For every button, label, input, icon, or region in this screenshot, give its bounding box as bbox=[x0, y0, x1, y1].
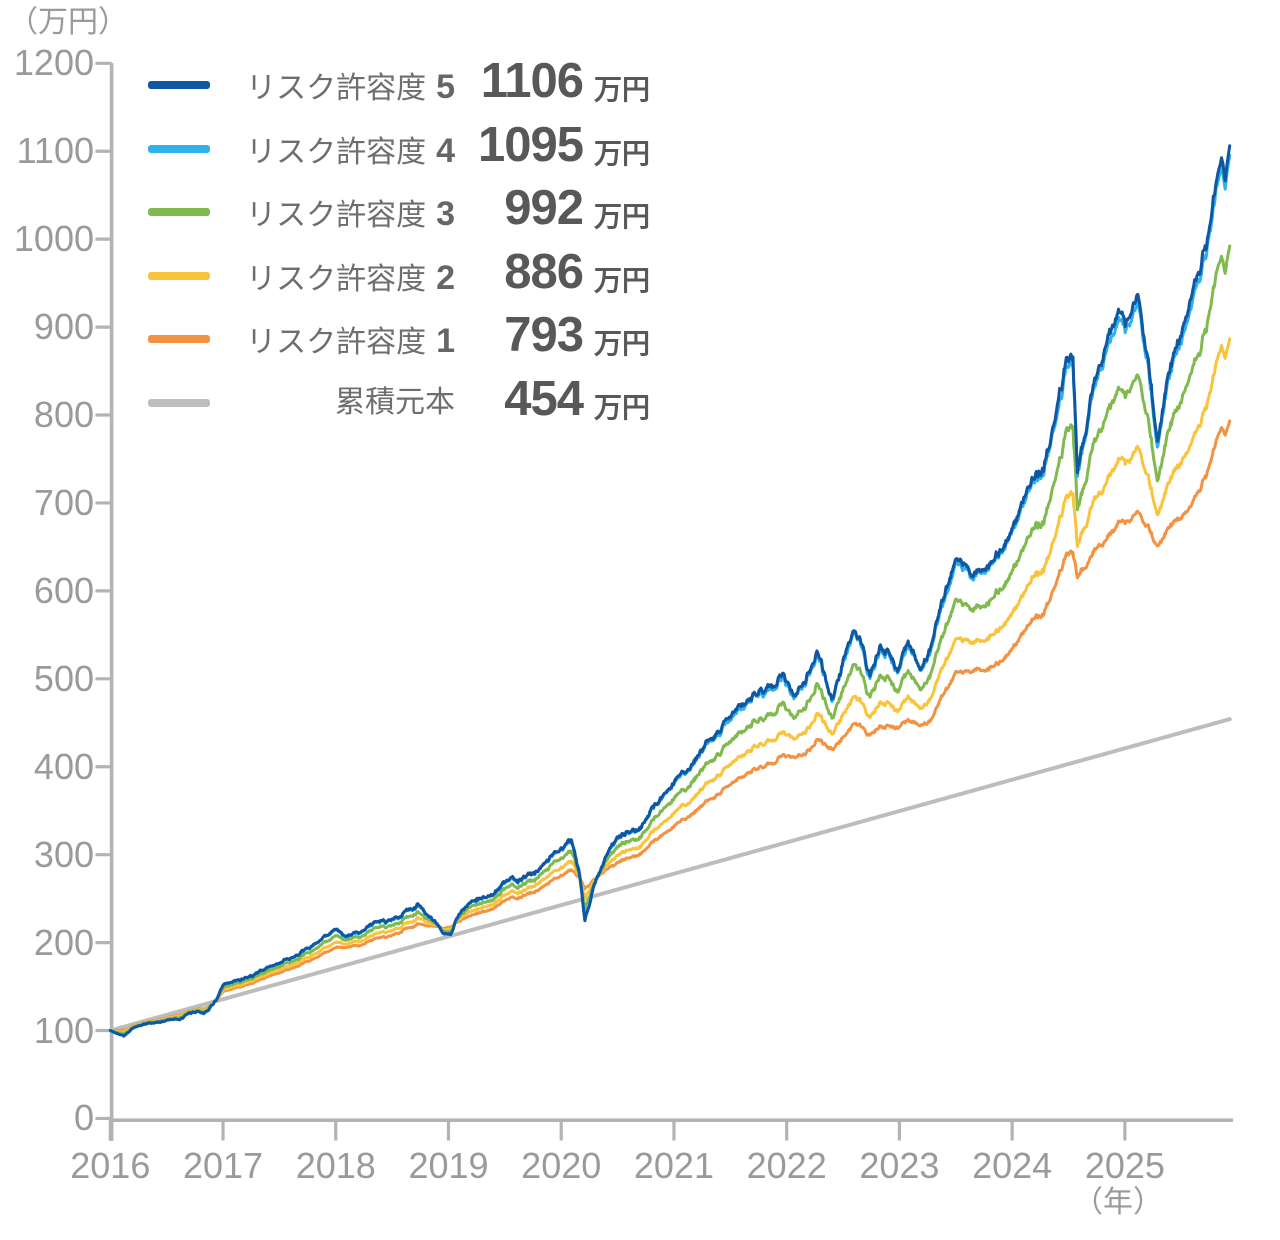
legend-label-text: リスク許容度 bbox=[246, 199, 427, 232]
legend-swatch-risk2-icon bbox=[148, 272, 210, 280]
legend-label-text: リスク許容度 bbox=[246, 136, 427, 169]
y-tick-label: 0 bbox=[73, 1097, 94, 1139]
legend-row-risk3: リスク許容度 3 992 万円 bbox=[0, 182, 700, 242]
legend-label-text: リスク許容度 bbox=[246, 326, 427, 359]
series-line-risk-3 bbox=[108, 244, 1232, 1036]
legend-value-unit: 万円 bbox=[594, 74, 651, 105]
x-tick-label: 2023 bbox=[859, 1145, 940, 1186]
series-line-principal bbox=[108, 717, 1232, 1033]
legend-row-risk1: リスク許容度 1 793 万円 bbox=[0, 309, 700, 369]
legend-label-risk2: リスク許容度 2 bbox=[150, 261, 455, 295]
legend-value-risk4: 1095 bbox=[477, 118, 584, 172]
legend-value-unit: 万円 bbox=[594, 328, 651, 359]
legend-label-text: リスク許容度 bbox=[246, 263, 427, 296]
y-tick-label: 500 bbox=[33, 657, 94, 699]
legend-label-risk1: リスク許容度 1 bbox=[150, 324, 455, 358]
legend-value-risk2: 886 bbox=[504, 245, 584, 299]
y-tick-label: 800 bbox=[33, 394, 94, 436]
legend-value-unit: 万円 bbox=[594, 265, 651, 296]
y-tick-label: 200 bbox=[33, 921, 94, 963]
legend-swatch-risk3-icon bbox=[148, 208, 210, 216]
y-tick-label: 400 bbox=[33, 745, 94, 787]
y-tick-label: 700 bbox=[33, 481, 94, 523]
series-line-risk-2 bbox=[108, 337, 1232, 1034]
legend-swatch-risk1-icon bbox=[148, 335, 210, 343]
legend-value-risk3: 992 bbox=[504, 181, 584, 235]
x-tick-label: 2017 bbox=[182, 1145, 264, 1186]
legend-swatch-risk5-icon bbox=[148, 81, 210, 89]
y-axis-unit-label: （万円） bbox=[8, 6, 128, 39]
y-tick-label: 300 bbox=[33, 833, 94, 875]
legend-value-unit: 万円 bbox=[594, 138, 651, 169]
y-tick-label: 1200 bbox=[13, 42, 94, 84]
y-tick-label: 100 bbox=[33, 1009, 94, 1051]
x-tick-label: 2022 bbox=[746, 1145, 827, 1186]
legend-risk-level: 5 bbox=[436, 68, 455, 106]
y-tick-label: 1100 bbox=[16, 130, 94, 172]
legend-swatch-principal-icon bbox=[148, 399, 210, 407]
legend-label-text: リスク許容度 bbox=[246, 72, 427, 105]
legend-label-principal: 累積元本 bbox=[150, 388, 455, 418]
series-line-risk-5 bbox=[108, 144, 1232, 1038]
legend-row-risk2: リスク許容度 2 886 万円 bbox=[0, 246, 700, 306]
legend-value-principal: 454 bbox=[504, 372, 584, 426]
x-tick-label: 2020 bbox=[521, 1145, 602, 1186]
legend-value-unit: 万円 bbox=[594, 392, 651, 423]
legend-value-risk5: 1106 bbox=[480, 54, 584, 108]
legend-label-risk3: リスク許容度 3 bbox=[150, 197, 455, 231]
legend-value-unit: 万円 bbox=[594, 201, 651, 232]
legend-row-risk5: リスク許容度 5 1106 万円 bbox=[0, 55, 700, 115]
x-tick-label: 2016 bbox=[70, 1145, 151, 1186]
y-tick-label: 600 bbox=[33, 569, 94, 611]
legend-row-principal: 累積元本 454 万円 bbox=[0, 373, 700, 433]
legend-row-risk4: リスク許容度 4 1095 万円 bbox=[0, 119, 700, 179]
legend-value-risk1: 793 bbox=[504, 308, 584, 362]
x-axis-unit-label: （年） bbox=[1073, 1186, 1163, 1219]
x-tick-label: 2018 bbox=[295, 1145, 376, 1186]
legend-swatch-risk4-icon bbox=[148, 145, 210, 153]
y-tick-label: 1000 bbox=[13, 218, 94, 260]
legend-risk-level: 3 bbox=[436, 195, 455, 233]
x-tick-label: 2025 bbox=[1084, 1145, 1165, 1186]
x-tick-label: 2024 bbox=[972, 1145, 1053, 1186]
x-tick-label: 2019 bbox=[408, 1145, 489, 1186]
y-tick-label: 900 bbox=[33, 306, 94, 348]
legend-label-text: 累積元本 bbox=[335, 386, 455, 419]
legend-label-risk4: リスク許容度 4 bbox=[150, 134, 455, 168]
legend-risk-level: 1 bbox=[436, 322, 455, 360]
legend-risk-level: 2 bbox=[436, 259, 455, 297]
legend-risk-level: 4 bbox=[436, 132, 455, 170]
series-line-risk-1 bbox=[108, 419, 1232, 1032]
x-tick-label: 2021 bbox=[633, 1145, 714, 1186]
legend-label-risk5: リスク許容度 5 bbox=[150, 70, 455, 104]
